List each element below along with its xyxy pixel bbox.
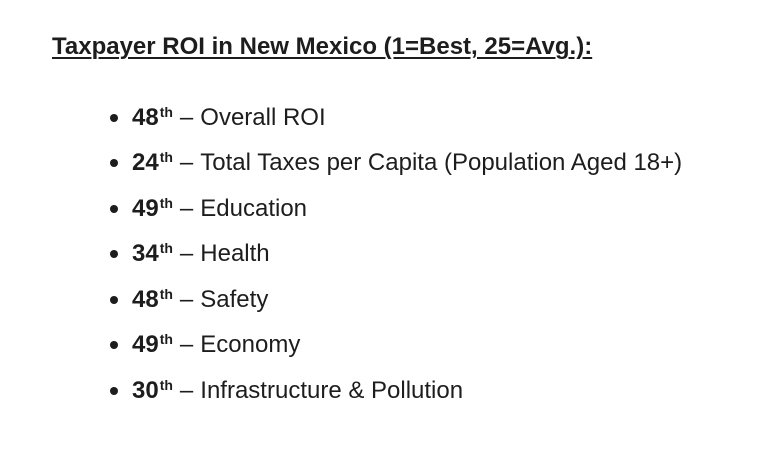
rank-ordinal-suffix: th [159, 103, 173, 120]
rank-value: 34 [132, 240, 159, 268]
roi-rank-list: 48th – Overall ROI 24th – Total Taxes per Ca… [0, 95, 768, 414]
bullet-icon [110, 341, 118, 350]
rank-label: Safety [200, 285, 269, 313]
rank-value: 48 [132, 285, 159, 313]
rank-value: 49 [132, 194, 159, 222]
rank-ordinal-suffix: th [159, 376, 173, 393]
bullet-icon [110, 159, 118, 168]
bullet-icon [110, 113, 118, 122]
list-item-overall-roi: 48th – Overall ROI [110, 95, 768, 141]
bullet-icon [110, 204, 118, 213]
rank-label: Economy [200, 331, 301, 359]
rank-label: Total Taxes per Capita (Population Aged … [200, 149, 683, 177]
bullet-icon [110, 250, 118, 259]
rank-label: Health [200, 240, 270, 268]
rank-label: Education [200, 194, 308, 222]
dash-separator: – [179, 331, 194, 359]
rank-ordinal-suffix: th [159, 240, 173, 257]
dash-separator: – [179, 194, 194, 222]
rank-value: 48 [132, 103, 159, 131]
rank-ordinal-suffix: th [159, 331, 173, 348]
list-item-economy: 49th – Economy [110, 322, 768, 368]
bullet-icon [110, 295, 118, 304]
dash-separator: – [179, 285, 194, 313]
rank-label: Infrastructure & Pollution [200, 376, 464, 404]
rank-value: 24 [132, 149, 159, 177]
dash-separator: – [179, 149, 194, 177]
dash-separator: – [179, 103, 194, 131]
list-item-total-taxes: 24th – Total Taxes per Capita (Population … [110, 140, 768, 186]
rank-label: Overall ROI [200, 103, 326, 131]
list-item-infrastructure-pollution: 30th – Infrastructure & Pollution [110, 368, 768, 414]
page-title: Taxpayer ROI in New Mexico (1=Best, 25=A… [52, 33, 593, 60]
bullet-icon [110, 386, 118, 395]
rank-ordinal-suffix: th [159, 149, 173, 166]
list-item-health: 34th – Health [110, 231, 768, 277]
dash-separator: – [179, 240, 194, 268]
rank-ordinal-suffix: th [159, 285, 173, 302]
rank-value: 30 [132, 376, 159, 404]
list-item-education: 49th – Education [110, 186, 768, 232]
rank-value: 49 [132, 331, 159, 359]
dash-separator: – [179, 376, 194, 404]
rank-ordinal-suffix: th [159, 194, 173, 211]
list-item-safety: 48th – Safety [110, 277, 768, 323]
